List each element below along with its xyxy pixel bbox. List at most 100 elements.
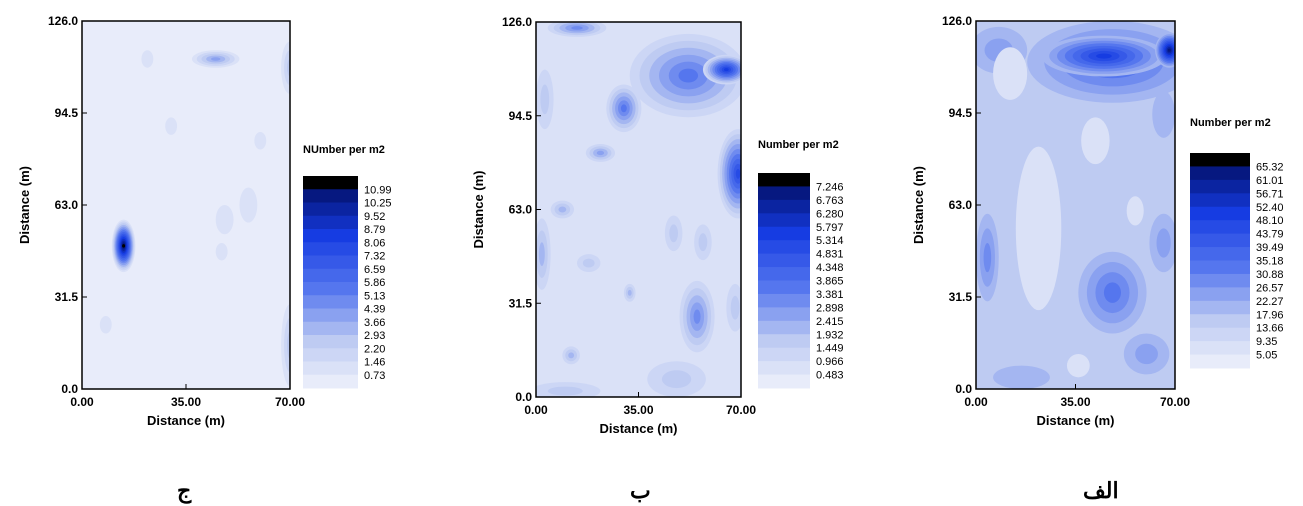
- x-tick-label: 0.00: [964, 395, 988, 409]
- contour-layer: [99, 41, 290, 387]
- contour-band: [1103, 282, 1121, 303]
- legend-swatch: [1190, 354, 1250, 369]
- legend-value: 10.99: [364, 184, 392, 196]
- x-tick-label: 35.00: [1060, 395, 1090, 409]
- y-axis-label: Distance (m): [17, 166, 32, 244]
- contour-band: [596, 150, 605, 156]
- contour-band: [571, 26, 583, 30]
- contour-base-band: [82, 21, 290, 389]
- legend-value: 4.348: [816, 262, 844, 274]
- legend-value: 1.449: [816, 343, 844, 355]
- legend-swatch: [758, 213, 810, 228]
- legend-value: 2.93: [364, 330, 385, 342]
- y-tick-label: 0.0: [955, 382, 972, 396]
- legend-value: 22.27: [1256, 296, 1284, 308]
- legend-swatch: [303, 348, 358, 362]
- legend-swatch: [303, 229, 358, 243]
- contour-band: [99, 315, 112, 334]
- contour-patch: [1126, 196, 1144, 226]
- legend-value: 9.52: [364, 211, 385, 223]
- contour-band: [693, 309, 701, 324]
- panel-caption: ب: [630, 478, 651, 503]
- legend-swatch: [1190, 179, 1250, 194]
- legend-value: 8.79: [364, 224, 385, 236]
- y-tick-label: 126.0: [48, 14, 78, 28]
- contour-layer: [976, 21, 1175, 389]
- contour-band: [620, 104, 627, 113]
- legend-swatch: [303, 176, 358, 190]
- legend-value: 6.59: [364, 264, 385, 276]
- legend-value: 0.483: [816, 370, 844, 382]
- legend-value: 61.01: [1256, 175, 1284, 187]
- legend-value: 52.40: [1256, 202, 1284, 214]
- legend-value: 0.966: [816, 356, 844, 368]
- y-tick-label: 31.5: [55, 290, 79, 304]
- contour-band: [122, 244, 126, 248]
- y-tick-label: 31.5: [949, 290, 973, 304]
- legend-value: 30.88: [1256, 269, 1284, 281]
- legend-swatch: [758, 253, 810, 268]
- legend-value: 6.280: [816, 208, 844, 220]
- legend-swatch: [758, 267, 810, 281]
- contour-patch: [1015, 146, 1062, 311]
- legend-swatch: [758, 186, 810, 201]
- legend-swatch: [758, 173, 810, 187]
- legend-swatch: [303, 295, 358, 309]
- contour-map-chart: 0.0 31.5 63.0 94.5 126.0 0.00 35.00 70.00 Distan…: [911, 14, 1284, 428]
- y-tick-label: 126.0: [502, 15, 532, 29]
- contour-band: [669, 224, 679, 243]
- legend-value: 35.18: [1256, 256, 1284, 268]
- y-tick-label: 126.0: [942, 14, 972, 28]
- contour-band: [678, 68, 699, 83]
- legend-swatch: [758, 307, 810, 322]
- contour-map-chart: 0.0 31.5 63.0 94.5 126.0 0.00 35.00 70.00 Distan…: [471, 15, 844, 436]
- x-tick-label: 70.00: [275, 395, 305, 409]
- legend-value: 4.39: [364, 304, 385, 316]
- contour-band: [735, 168, 741, 179]
- contour-map-panel-alef: 0.0 31.5 63.0 94.5 126.0 0.00 35.00 70.00 Distan…: [880, 0, 1303, 506]
- legend-value: 8.06: [364, 237, 385, 249]
- contour-band: [661, 370, 692, 389]
- legend-swatch: [758, 320, 810, 335]
- contour-band: [141, 50, 154, 68]
- legend-swatch: [303, 268, 358, 283]
- legend-value: 5.05: [1256, 350, 1277, 362]
- legend-swatch: [758, 199, 810, 214]
- legend-swatch: [303, 242, 358, 256]
- x-tick-label: 0.00: [70, 395, 94, 409]
- legend-title: NUmber per m2: [303, 144, 385, 156]
- contour-band: [983, 242, 992, 273]
- legend-swatch: [303, 321, 358, 336]
- contour-band: [993, 365, 1050, 389]
- legend-swatch: [1190, 327, 1250, 342]
- contour-band: [254, 131, 267, 150]
- contour-band: [1135, 343, 1158, 365]
- legend-swatch: [758, 280, 810, 295]
- y-tick-label: 94.5: [55, 106, 79, 120]
- legend-swatch: [1190, 153, 1250, 167]
- contour-band: [239, 187, 258, 223]
- legend-swatch: [303, 308, 358, 323]
- contour-band: [547, 386, 583, 396]
- legend-swatch: [1190, 260, 1250, 275]
- legend-value: 26.57: [1256, 282, 1284, 294]
- x-tick-label: 70.00: [726, 403, 756, 417]
- contour-band: [698, 233, 708, 252]
- legend-swatch: [303, 282, 358, 296]
- y-tick-label: 63.0: [509, 203, 533, 217]
- contour-band: [538, 242, 545, 267]
- legend-value: 48.10: [1256, 215, 1284, 227]
- legend-swatch: [758, 293, 810, 308]
- x-axis-label: Distance (m): [1036, 413, 1114, 428]
- contour-layer: [536, 22, 741, 397]
- y-tick-label: 94.5: [509, 109, 533, 123]
- contour-band: [730, 295, 740, 320]
- legend-value: 2.898: [816, 302, 844, 314]
- legend-value: 5.13: [364, 290, 385, 302]
- contour-band: [1152, 91, 1175, 138]
- legend-swatch: [1190, 314, 1250, 329]
- legend-swatch: [1190, 233, 1250, 248]
- legend-swatch: [303, 215, 358, 230]
- legend-swatch: [1190, 341, 1250, 356]
- contour-map-panel-jim: 0.0 31.5 63.0 94.5 126.0 0.00 35.00 70.00 Distan…: [0, 0, 440, 506]
